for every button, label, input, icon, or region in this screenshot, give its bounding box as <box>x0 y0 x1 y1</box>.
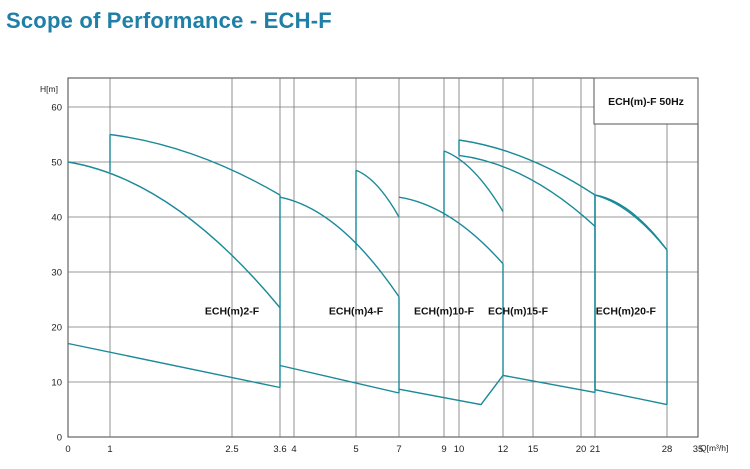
chart-curves <box>67 133 668 406</box>
x-axis-label: Q[m³/h] <box>700 443 728 453</box>
curve-max <box>458 139 596 196</box>
model-curve-group <box>594 194 668 406</box>
model-curve-group <box>398 150 504 406</box>
x-tick-label: 15 <box>528 444 539 455</box>
model-label: ECH(m)20-F <box>596 306 657 318</box>
curve-min <box>67 161 281 309</box>
x-tick-label: 1 <box>107 444 112 455</box>
curve-lower <box>502 374 596 394</box>
y-tick-label: 30 <box>51 268 62 279</box>
chart-grid <box>67 77 699 438</box>
x-tick-label: 12 <box>498 444 509 455</box>
plot-frame <box>67 77 699 438</box>
curve-max <box>594 194 668 251</box>
chart-legend: ECH(m)-F 50Hz <box>593 77 699 125</box>
curve-max <box>355 169 400 218</box>
y-tick-label: 10 <box>51 378 62 389</box>
x-tick-label: 3.6 <box>273 444 286 455</box>
model-label: ECH(m)4-F <box>329 306 384 318</box>
x-tick-label: 9 <box>441 444 446 455</box>
curve-max <box>109 133 281 196</box>
model-curve-group <box>279 169 400 394</box>
x-tick-label: 0 <box>65 444 70 455</box>
y-tick-label: 40 <box>51 213 62 224</box>
model-label: ECH(m)15-F <box>488 306 549 318</box>
x-tick-label: 10 <box>454 444 465 455</box>
legend-box <box>593 77 699 125</box>
x-tick-label: 2.5 <box>225 444 238 455</box>
curve-min <box>594 194 668 251</box>
curve-lower <box>279 364 400 394</box>
curve-lower <box>594 389 668 406</box>
page-title: Scope of Performance - ECH-F <box>6 8 332 33</box>
curve-min <box>458 154 596 227</box>
x-tick-label: 20 <box>576 444 587 455</box>
curve-lower <box>67 342 281 389</box>
x-tick-label: 7 <box>396 444 401 455</box>
curve-lower <box>398 374 504 406</box>
model-label: ECH(m)10-F <box>414 306 475 318</box>
y-tick-label: 20 <box>51 323 62 334</box>
x-tick-label: 28 <box>662 444 673 455</box>
x-tick-label: 5 <box>353 444 358 455</box>
y-tick-label: 50 <box>51 158 62 169</box>
chart-region-labels: ECH(m)2-F ECH(m)4-F ECH(m)10-F ECH(m)15-F EC… <box>205 306 657 318</box>
curve-max <box>443 150 504 212</box>
y-axis-label: H[m] <box>40 84 58 94</box>
model-label: ECH(m)2-F <box>205 306 260 318</box>
x-tick-label: 35 <box>693 444 704 455</box>
x-tick-label: 21 <box>590 444 601 455</box>
y-tick-label: 60 <box>51 103 62 114</box>
curve-min <box>279 196 400 298</box>
model-curve-group <box>67 133 281 389</box>
legend-text: ECH(m)-F 50Hz <box>608 96 684 108</box>
x-tick-label: 4 <box>291 444 296 455</box>
curve-min <box>398 196 504 265</box>
y-tick-label: 0 <box>57 433 62 444</box>
